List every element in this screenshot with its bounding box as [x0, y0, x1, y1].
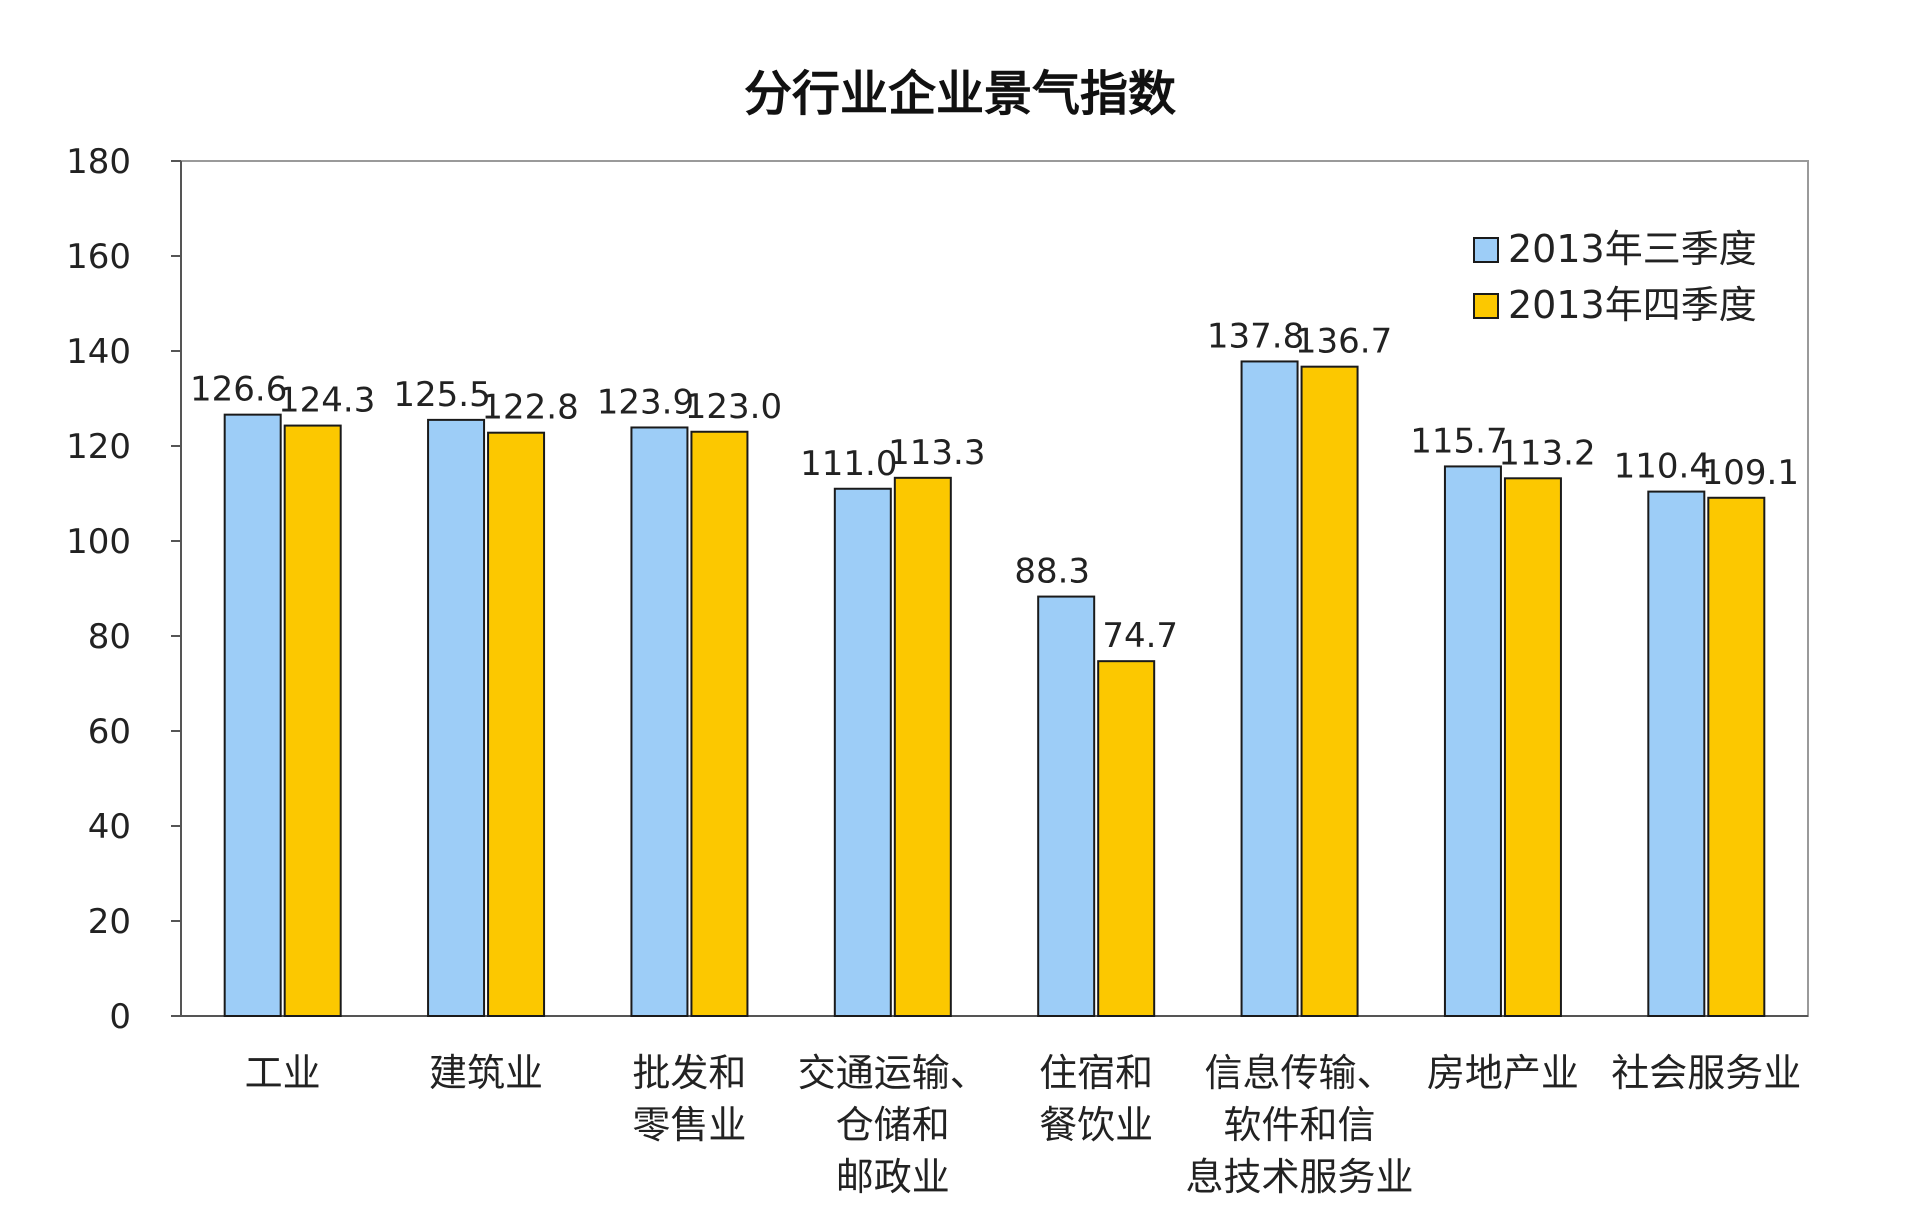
bar-series-1: [1647, 490, 1706, 1018]
data-label: 137.8: [1207, 316, 1304, 356]
data-label: 126.6: [190, 370, 287, 410]
data-label: 124.3: [278, 381, 375, 421]
x-category-line: 住宿和: [1039, 1051, 1153, 1095]
bar-series-1: [1037, 595, 1096, 1017]
x-category-label: 住宿和餐饮业: [1039, 1051, 1153, 1147]
y-tick-label: 180: [66, 142, 131, 182]
x-category-label: 批发和零售业: [632, 1051, 746, 1147]
data-label: 110.4: [1614, 447, 1711, 487]
x-category-label: 交通运输、仓储和邮政业: [798, 1051, 988, 1199]
data-label: 109.1: [1702, 453, 1799, 493]
legend-label: 2013年三季度: [1508, 227, 1757, 271]
bar-series-1: [223, 413, 282, 1017]
x-category-line: 工业: [245, 1051, 321, 1095]
y-tick-label: 60: [88, 712, 131, 752]
x-category-line: 建筑业: [429, 1051, 543, 1095]
x-category-line: 软件和信: [1224, 1103, 1376, 1147]
chart-title: 分行业企业景气指数: [744, 66, 1176, 122]
y-tick-label: 100: [66, 522, 131, 562]
legend: 2013年三季度 2013年四季度: [1473, 227, 1757, 327]
y-tick-label: 20: [88, 902, 131, 942]
data-label: 111.0: [800, 444, 897, 484]
data-label: 125.5: [393, 375, 490, 415]
bars: [223, 360, 1766, 1018]
y-tick-label: 0: [109, 997, 131, 1037]
bar-series-2: [487, 431, 546, 1017]
bar-series-1: [1240, 360, 1299, 1017]
x-category-line: 零售业: [632, 1103, 746, 1147]
x-category-line: 信息传输、: [1205, 1051, 1395, 1095]
y-tick-label: 120: [66, 427, 131, 467]
data-label: 88.3: [1014, 552, 1090, 592]
legend-label: 2013年四季度: [1508, 283, 1757, 327]
data-label: 113.3: [888, 433, 985, 473]
bar-series-2: [1707, 496, 1766, 1017]
x-axis-categories: 工业 建筑业 批发和零售业交通运输、仓储和邮政业住宿和餐饮业信息传输、软件和信息技术…: [245, 1051, 1802, 1199]
data-label: 123.9: [597, 382, 694, 422]
bar-series-2: [1097, 660, 1156, 1017]
bar-series-1: [630, 426, 689, 1018]
x-category-label: 社会服务业: [1611, 1051, 1801, 1095]
legend-swatch-series-2: [1473, 293, 1499, 319]
data-label: 123.0: [685, 387, 782, 427]
x-category-label: 建筑业: [429, 1051, 543, 1095]
y-tick-label: 40: [88, 807, 131, 847]
x-category-label: 工业: [245, 1051, 321, 1095]
x-category-line: 社会服务业: [1611, 1051, 1801, 1095]
x-category-line: 房地产业: [1427, 1051, 1579, 1095]
bar-series-1: [1443, 465, 1502, 1017]
x-category-line: 批发和: [632, 1051, 746, 1095]
bar-series-2: [1300, 365, 1359, 1017]
x-category-label: 信息传输、软件和信息技术服务业: [1186, 1051, 1414, 1199]
data-label: 115.7: [1410, 421, 1507, 461]
bar-series-2: [283, 424, 342, 1017]
bar-series-2: [893, 476, 952, 1017]
x-category-line: 餐饮业: [1039, 1103, 1153, 1147]
bar-series-1: [833, 487, 892, 1017]
y-tick-label: 80: [88, 617, 131, 657]
legend-swatch-series-1: [1473, 237, 1499, 263]
x-category-line: 交通运输、: [798, 1051, 988, 1095]
data-label: 113.2: [1498, 433, 1595, 473]
x-category-line: 息技术服务业: [1186, 1155, 1414, 1199]
x-category-line: 邮政业: [836, 1155, 950, 1199]
bar-series-2: [1503, 477, 1562, 1017]
bar-series-1: [427, 418, 486, 1017]
data-label: 136.7: [1295, 322, 1392, 362]
bar-series-2: [690, 430, 749, 1017]
data-label: 74.7: [1102, 616, 1178, 656]
y-tick-label: 140: [66, 332, 131, 372]
data-label: 122.8: [481, 388, 578, 428]
y-tick-label: 160: [66, 237, 131, 277]
x-category-label: 房地产业: [1427, 1051, 1579, 1095]
x-category-line: 仓储和: [836, 1103, 950, 1147]
